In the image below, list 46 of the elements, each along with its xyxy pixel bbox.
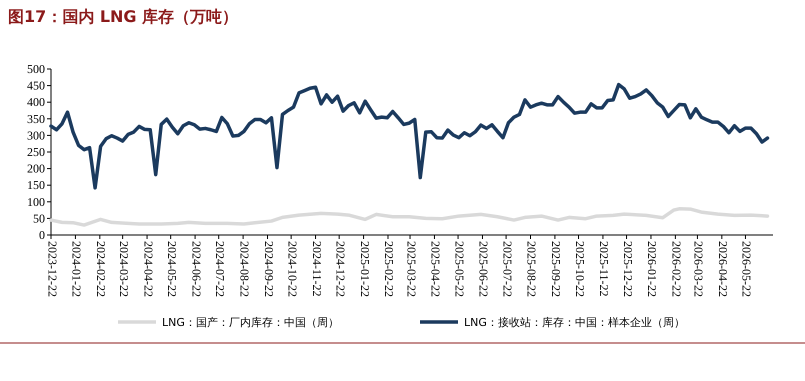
chart-title: 图17：国内 LNG 库存（万吨）	[8, 7, 238, 26]
x-tick-label: 2025-03-22	[404, 241, 418, 297]
x-tick-label: 2025-04-22	[428, 241, 443, 297]
x-tick-label: 2024-10-22	[285, 241, 300, 297]
legend-label: LNG：接收站：库存：中国：样本企业（周）	[464, 316, 685, 329]
x-tick-label: 2025-09-22	[549, 241, 564, 297]
x-tick-label: 2025-08-22	[524, 241, 539, 297]
x-tick-label: 2024-03-22	[116, 241, 131, 297]
x-tick-label: 2026-01-22	[645, 241, 660, 297]
x-tick-label: 2024-08-22	[237, 241, 252, 297]
y-tick-label: 150	[27, 178, 45, 192]
x-tick-label: 2024-04-22	[141, 241, 156, 297]
y-tick-label: 350	[27, 112, 45, 126]
y-tick-label: 100	[27, 194, 45, 209]
y-tick-label: 300	[27, 128, 45, 142]
x-tick-label: 2024-07-22	[212, 241, 227, 297]
x-tick-label: 2024-12-22	[333, 241, 348, 297]
x-tick-label: 2024-11-22	[310, 241, 324, 297]
x-tick-label: 2023-12-22	[45, 241, 60, 297]
x-tick-label: 2025-02-22	[382, 241, 396, 297]
y-tick-label: 50	[33, 211, 45, 226]
x-tick-label: 2025-12-22	[620, 241, 635, 297]
y-tick-label: 200	[27, 162, 45, 176]
y-tick-label: 500	[27, 62, 45, 76]
x-tick-label: 2024-05-22	[164, 241, 179, 297]
x-tick-label: 2024-01-22	[70, 241, 84, 297]
x-tick-label: 2025-06-22	[476, 241, 491, 297]
x-tick-label: 2024-06-22	[189, 241, 204, 297]
line-series	[49, 207, 770, 227]
y-tick-label: 250	[27, 145, 45, 159]
y-tick-label: 0	[39, 228, 45, 242]
x-tick-label: 2025-10-22	[572, 241, 587, 297]
x-tick-label: 2026-04-22	[716, 241, 730, 297]
x-tick-label: 2024-09-22	[262, 241, 276, 297]
x-tick-label: 2025-07-22	[500, 241, 514, 297]
x-tick-label: 2025-05-22	[452, 241, 466, 297]
legend-label: LNG：国产：厂内库存：中国（周）	[162, 316, 339, 329]
y-tick-label: 450	[27, 78, 45, 93]
y-tick-label: 400	[27, 95, 45, 110]
x-tick-label: 2024-02-22	[94, 241, 108, 297]
line-series	[49, 82, 770, 190]
x-tick-label: 2026-02-22	[670, 241, 684, 297]
x-tick-label: 2025-11-22	[597, 241, 612, 297]
x-tick-label: 2025-01-22	[358, 241, 372, 297]
x-tick-label: 2026-03-22	[692, 241, 706, 297]
x-tick-label: 2026-05-22	[740, 241, 754, 297]
